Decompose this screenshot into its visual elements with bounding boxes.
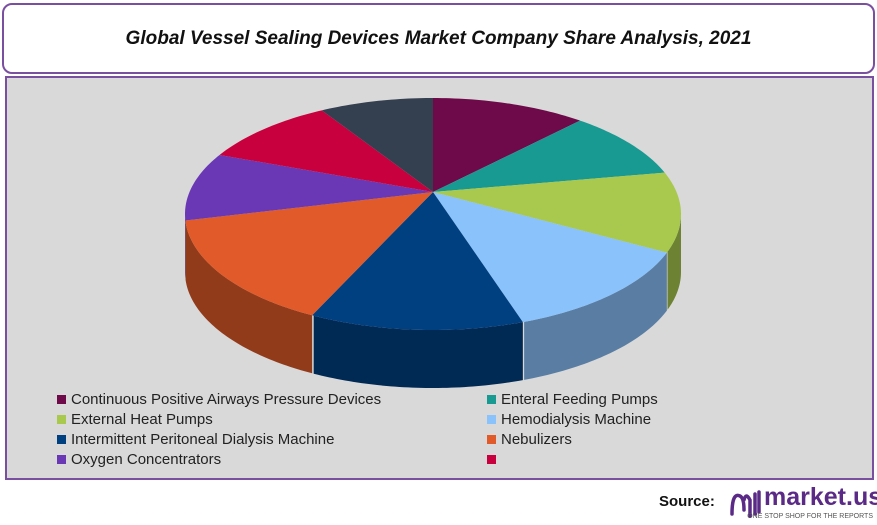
pie-slice [185, 154, 433, 221]
pie-slice-side [667, 214, 681, 310]
pie-slice [433, 98, 581, 192]
legend-item: Enteral Feeding Pumps [487, 389, 847, 409]
pie-slice-side [185, 221, 313, 374]
pie-slice [185, 192, 433, 316]
pie-slice [219, 110, 433, 192]
legend-item: Nebulizers [487, 429, 847, 449]
legend-swatch [487, 454, 496, 464]
source-label: Source: [659, 493, 715, 510]
legend-label: Intermittent Peritoneal Dialysis Machine [71, 430, 335, 448]
logo-icon [730, 490, 761, 518]
legend-label: Nebulizers [501, 430, 572, 448]
chart-title: Global Vessel Sealing Devices Market Com… [125, 27, 752, 49]
legend-item [487, 449, 847, 469]
legend-label: Oxygen Concentrators [71, 450, 222, 468]
pie-slice [433, 192, 667, 323]
legend-label: Continuous Positive Airways Pressure Dev… [71, 390, 382, 408]
legend-swatch [487, 434, 496, 444]
title-box: Global Vessel Sealing Devices Market Com… [2, 3, 875, 74]
pie-slice-side [524, 252, 667, 380]
legend-swatch [487, 414, 496, 424]
pie-slice [312, 192, 523, 330]
legend-label: Enteral Feeding Pumps [501, 390, 658, 408]
logo-text: market.us [764, 483, 877, 511]
legend-item: Intermittent Peritoneal Dialysis Machine [57, 429, 487, 449]
pie-chart [185, 98, 681, 388]
legend-item: External Heat Pumps [57, 409, 487, 429]
legend-swatch [487, 394, 496, 404]
legend-swatch [57, 454, 66, 464]
legend-swatch [57, 414, 66, 424]
legend-swatch [57, 434, 66, 444]
legend-item: Continuous Positive Airways Pressure Dev… [57, 389, 487, 409]
legend-item: Oxygen Concentrators [57, 449, 487, 469]
legend-item: Hemodialysis Machine [487, 409, 847, 429]
legend-swatch [57, 394, 66, 404]
pie-slice [433, 172, 681, 253]
legend-label: Hemodialysis Machine [501, 410, 652, 428]
legend-label: External Heat Pumps [71, 410, 213, 428]
logo-tagline: ONE STOP SHOP FOR THE REPORTS [747, 513, 873, 520]
pie-slice [433, 120, 665, 192]
pie-slice-side [313, 315, 523, 388]
pie-slice [321, 98, 433, 192]
legend: Continuous Positive Airways Pressure Dev… [57, 389, 857, 469]
